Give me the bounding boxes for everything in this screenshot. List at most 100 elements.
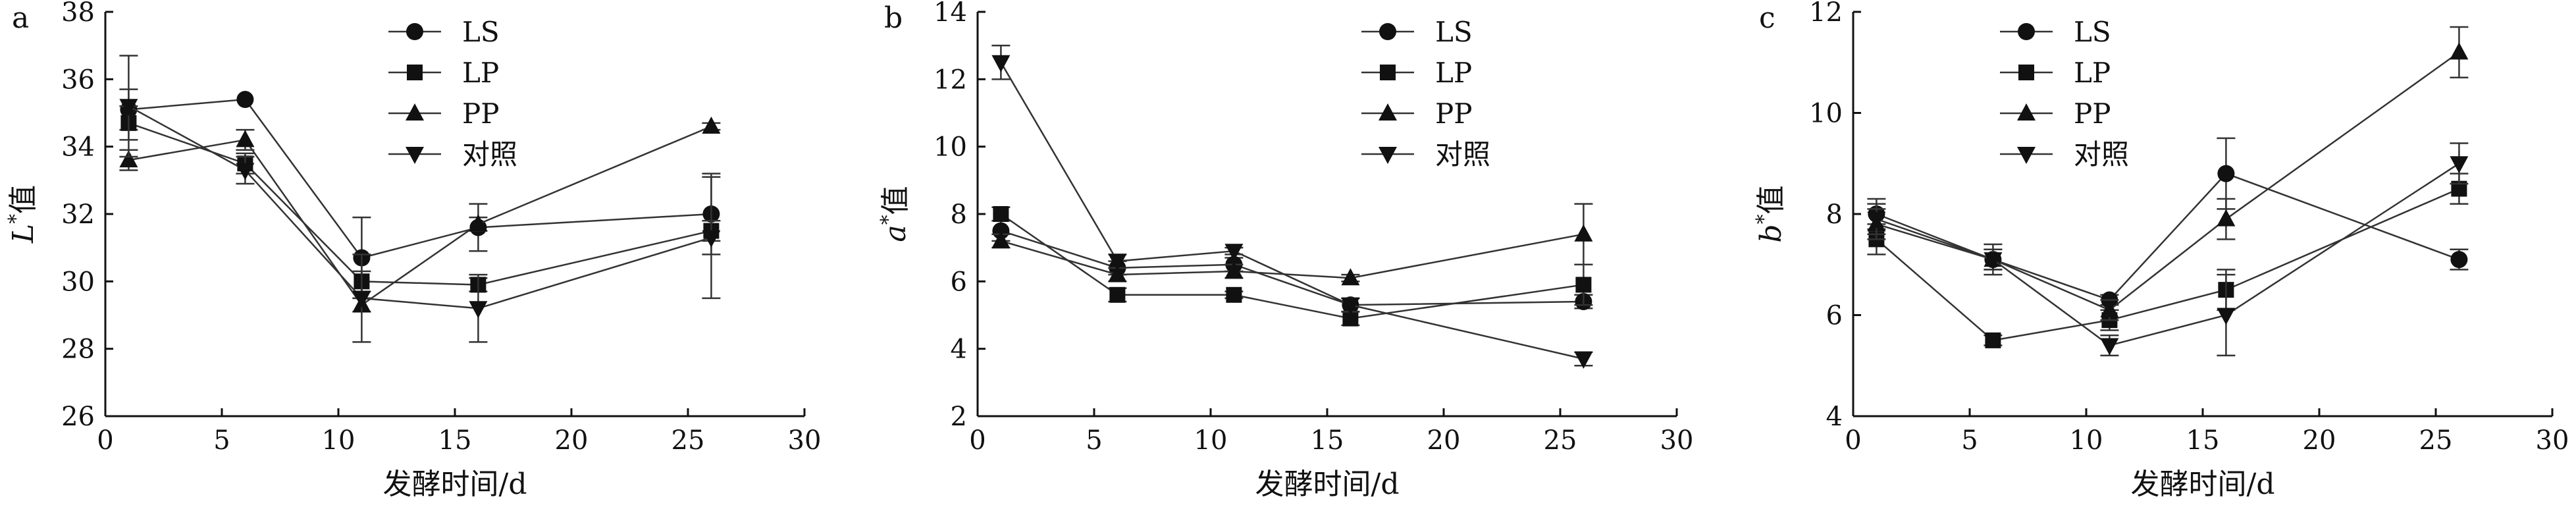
series-control (1867, 142, 2469, 357)
panel-letter: c (1759, 1, 1775, 35)
data-point (702, 116, 721, 134)
series-pp (1867, 26, 2469, 321)
legend-label-control: 对照 (2074, 138, 2129, 171)
x-axis-label: 发酵时间/d (383, 468, 527, 501)
y-tick-label: 6 (1826, 301, 1843, 331)
y-tick-label: 8 (951, 200, 967, 230)
x-tick-label: 15 (1311, 425, 1344, 456)
data-point (992, 222, 1010, 240)
series-ls (991, 219, 1593, 314)
panel-letter: a (12, 1, 29, 35)
y-tick-label: 2 (951, 402, 967, 432)
data-point (2217, 165, 2235, 182)
series-line (1000, 62, 1584, 360)
legend: LS LP PP 对照 (388, 16, 517, 171)
data-point (2217, 209, 2236, 227)
x-tick-label: 10 (2070, 425, 2103, 456)
x-tick-label: 0 (1845, 425, 1861, 456)
legend-marker-lp (1380, 65, 1396, 80)
legend-label-pp: PP (2074, 97, 2111, 130)
data-point (993, 206, 1009, 222)
data-point (119, 99, 138, 117)
data-point (1108, 265, 1127, 282)
data-point (1109, 286, 1126, 303)
data-point (1575, 277, 1592, 293)
series-line (128, 105, 712, 309)
x-tick-label: 10 (322, 425, 355, 456)
legend-marker-pp (406, 103, 424, 121)
y-tick-label: 6 (951, 267, 967, 297)
series-lp (1867, 173, 2469, 348)
series-line (128, 98, 712, 259)
panel-c: c 4 6 8 10 12 0 5 10 15 20 25 30 发酵时间/d b*值 LS LP PP 对照 (1752, 0, 2569, 501)
y-axis-label: b*值 (1752, 185, 1788, 242)
y-tick-label: 14 (933, 0, 967, 28)
data-point (236, 130, 255, 148)
legend-label-control: 对照 (462, 138, 517, 171)
series-pp (991, 203, 1593, 286)
data-point (991, 55, 1011, 72)
series-line (1876, 51, 2460, 311)
y-tick-label: 10 (933, 132, 967, 163)
data-point (991, 230, 1011, 248)
data-point (2100, 338, 2119, 356)
series-lp (991, 206, 1593, 327)
y-tick-label: 10 (1809, 99, 1843, 129)
series-control (991, 44, 1593, 369)
legend-marker-pp (1379, 103, 1397, 121)
y-tick-label: 34 (61, 132, 95, 163)
y-axis-label: a*值 (877, 186, 912, 242)
x-tick-label: 25 (2419, 425, 2453, 456)
panel-letter: b (884, 1, 903, 35)
x-tick-label: 30 (788, 425, 822, 456)
legend-label-pp: PP (462, 97, 500, 130)
y-tick-label: 32 (61, 200, 95, 230)
y-tick-label: 30 (61, 267, 95, 297)
data-point (1226, 286, 1242, 303)
data-point (469, 301, 488, 319)
y-tick-label: 26 (61, 402, 95, 432)
data-point (1224, 261, 1244, 279)
panel-b: b 2 4 6 8 10 12 14 0 5 10 15 20 25 30 发酵时间/d a*值 LS LP PP 对照 (877, 0, 1693, 501)
data-point (119, 150, 138, 168)
data-point (1341, 268, 1360, 286)
data-point (2100, 300, 2119, 317)
y-tick-label: 12 (1809, 0, 1843, 28)
legend-marker-control (406, 147, 424, 164)
x-tick-label: 25 (671, 425, 705, 456)
x-axis-label: 发酵时间/d (1255, 468, 1400, 501)
legend-label-ls: LS (2074, 16, 2111, 48)
data-point (1108, 254, 1127, 271)
y-tick-label: 12 (933, 65, 967, 95)
legend-marker-lp (2018, 65, 2034, 80)
legend: LS LP PP 对照 (2000, 16, 2129, 171)
data-point (1342, 310, 1359, 327)
legend-label-pp: PP (1435, 97, 1473, 130)
x-tick-label: 5 (213, 425, 230, 456)
x-tick-label: 15 (438, 425, 472, 456)
data-point (2450, 42, 2469, 60)
data-point (1224, 244, 1244, 261)
y-tick-label: 36 (61, 65, 95, 95)
data-point (1574, 352, 1593, 369)
series-line (1001, 233, 1584, 279)
data-point (1574, 224, 1593, 242)
data-point (236, 91, 254, 109)
legend-marker-ls (2018, 23, 2035, 40)
legend-label-ls: LS (462, 16, 500, 48)
y-tick-label: 28 (61, 335, 95, 365)
x-tick-label: 10 (1194, 425, 1228, 456)
y-tick-label: 4 (1826, 402, 1843, 432)
x-tick-label: 0 (969, 425, 986, 456)
legend-marker-lp (407, 65, 423, 80)
series-control (119, 55, 721, 343)
y-tick-label: 8 (1826, 200, 1843, 230)
data-point (469, 214, 488, 232)
legend-label-lp: LP (462, 57, 499, 89)
legend-marker-pp (2017, 103, 2036, 121)
data-point (2450, 251, 2468, 269)
legend-marker-ls (1379, 23, 1396, 40)
legend-marker-control (1379, 147, 1397, 164)
